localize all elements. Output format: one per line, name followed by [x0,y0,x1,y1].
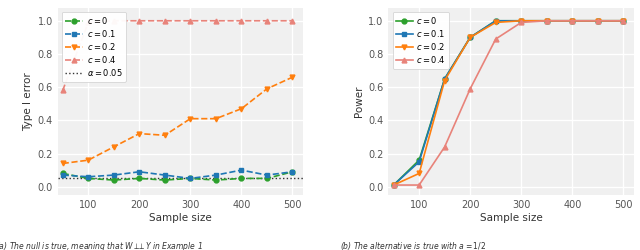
Y-axis label: Type I error: Type I error [23,72,33,130]
Legend: $c = 0$, $c = 0.1$, $c = 0.2$, $c = 0.4$, $\alpha = 0.05$: $c = 0$, $c = 0.1$, $c = 0.2$, $c = 0.4$… [62,12,126,82]
Y-axis label: Power: Power [354,86,364,117]
Text: (a) The null is true, meaning that $W \perp\!\!\!\perp Y$ in Example 1: (a) The null is true, meaning that $W \p… [0,240,203,250]
Text: (b) The alternative is true with $a = 1/2$: (b) The alternative is true with $a = 1/… [340,240,486,250]
X-axis label: Sample size: Sample size [479,213,543,223]
Legend: $c = 0$, $c = 0.1$, $c = 0.2$, $c = 0.4$: $c = 0$, $c = 0.1$, $c = 0.2$, $c = 0.4$ [393,12,449,68]
X-axis label: Sample size: Sample size [148,213,212,223]
